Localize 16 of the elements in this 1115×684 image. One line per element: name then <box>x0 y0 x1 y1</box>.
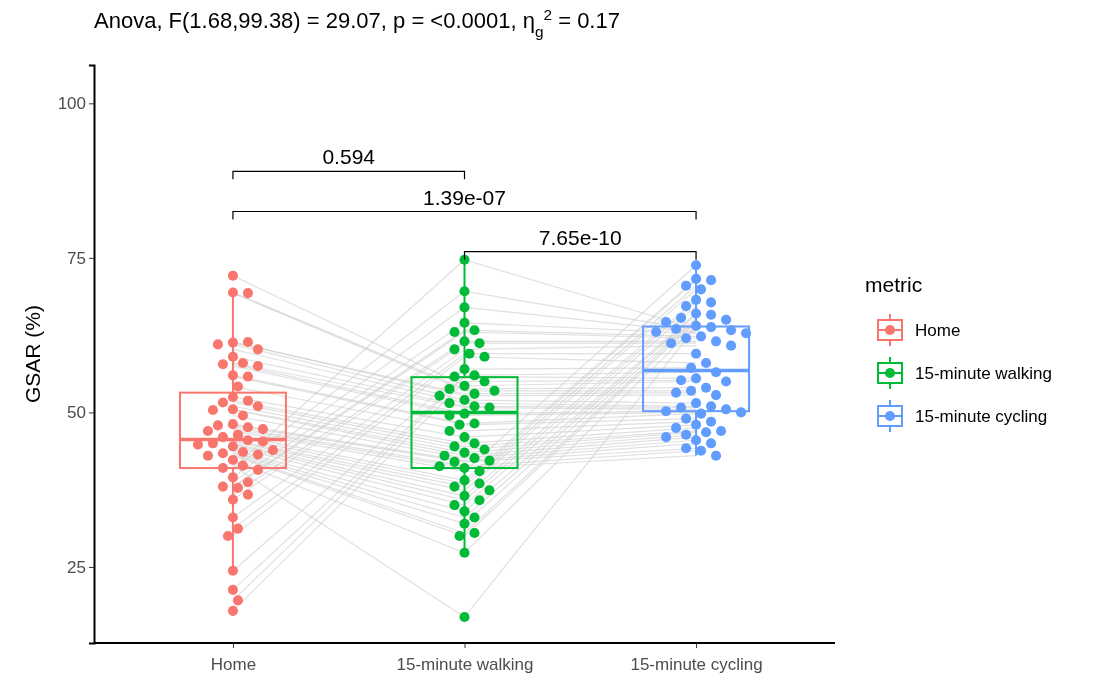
annotation: 7.65e-10 <box>538 225 622 249</box>
chart-title: Anova, F(1.68,99.38) = 29.07, p = <0.0001, η$_{g}$$^{2}$ = 0.17 <box>94 5 620 40</box>
legend-label: Home <box>915 321 961 340</box>
y-tick-label: 100 <box>57 94 86 114</box>
y-axis-title: GSAR (%) <box>21 304 44 404</box>
x-tick-label: Home <box>210 654 257 674</box>
legend-label: 15-minute walking <box>915 364 1053 383</box>
legend-title: metric <box>865 273 923 296</box>
x-tick-label: 15-minute cycling <box>630 654 763 674</box>
annotation: 0.594 <box>322 145 376 169</box>
y-tick-label: 25 <box>67 557 86 577</box>
legend-label: 15-minute cycling <box>915 407 1048 426</box>
x-tick-label: 15-minute walking <box>396 654 534 674</box>
y-tick-label: 50 <box>67 403 86 423</box>
y-tick-label: 75 <box>67 248 86 268</box>
annotation: 1.39e-07 <box>423 185 506 209</box>
